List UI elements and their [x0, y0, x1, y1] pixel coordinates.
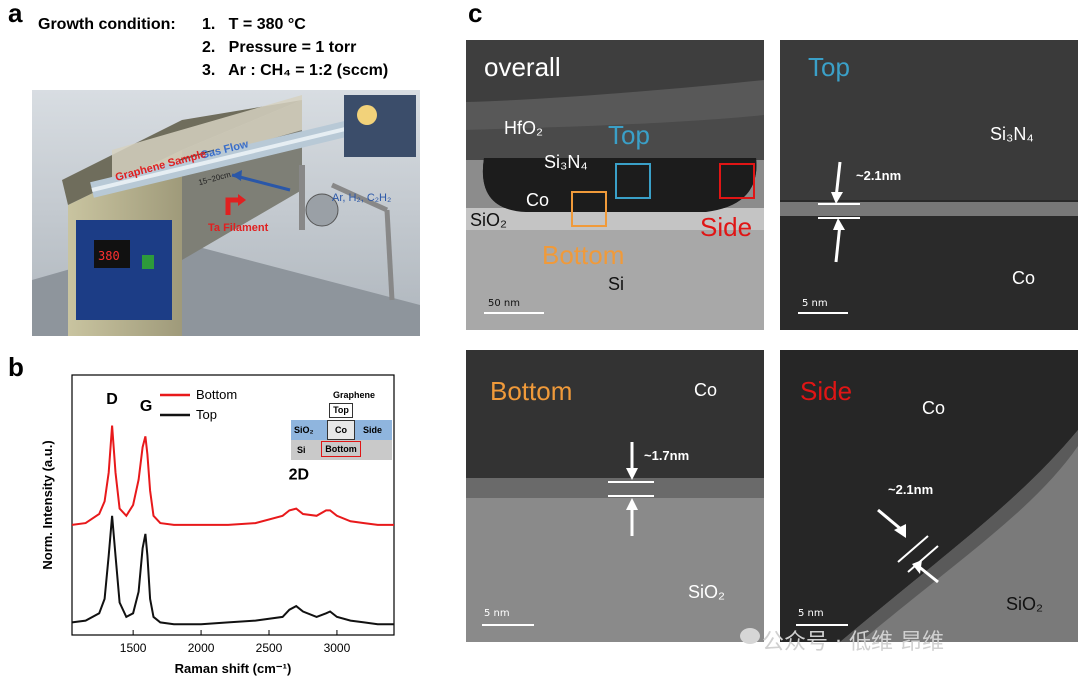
- tem-overall-bottom-label: Bottom: [542, 240, 625, 270]
- tem-overall-image: overall HfO₂ Top Si₃N₄ Co SiO₂ Side Bott…: [466, 40, 764, 330]
- tem-top-title: Top: [808, 52, 850, 82]
- tem-top-upper-label: Si₃N₄: [990, 124, 1034, 144]
- tem-top-thickness: ~2.1nm: [856, 168, 902, 183]
- tem-overall-scalebar: [484, 312, 544, 314]
- tem-overall-sio2: SiO₂: [470, 210, 507, 230]
- tem-overall-title: overall: [484, 52, 561, 82]
- inset-co-box: Co: [327, 420, 355, 440]
- inset-bottom-box: Bottom: [321, 441, 361, 457]
- growth-condition-title: Growth condition:: [38, 16, 176, 33]
- tem-overall-top-label: Top: [608, 120, 650, 150]
- tem-bottom-image: Bottom Co ~1.7nm SiO₂ 5 nm: [466, 350, 764, 642]
- inset-si-layer: [291, 440, 392, 460]
- tem-overall-si3n4: Si₃N₄: [544, 152, 588, 172]
- inset-si-label: Si: [297, 445, 306, 455]
- tem-overall-scale-text: 50 nm: [488, 298, 520, 309]
- tem-side-scale-text: 5 nm: [798, 608, 824, 619]
- tem-top-image: Top Si₃N₄ Co ~2.1nm 5 nm: [780, 40, 1078, 330]
- legend-label-bottom: Bottom: [196, 387, 237, 402]
- growth-condition-2: 2. Pressure = 1 torr: [202, 39, 357, 56]
- tem-bottom-thickness: ~1.7nm: [644, 448, 690, 463]
- tem-side-thickness: ~2.1nm: [888, 482, 934, 497]
- panel-a-label: a: [8, 0, 23, 28]
- x-axis-label: Raman shift (cm⁻¹): [175, 661, 292, 676]
- tem-bottom-scale-text: 5 nm: [484, 608, 510, 619]
- furnace-illustration: 380 Gas Flow Graphene Sample 15~20cm Ar,…: [32, 90, 420, 338]
- tem-overall-side-label: Side: [700, 212, 753, 242]
- tem-side-scalebar: [796, 624, 848, 626]
- gas-inlet-label: Ar, H₂, C₂H₂: [332, 192, 392, 204]
- tem-top-lower-label: Co: [1012, 268, 1036, 288]
- growth-condition-1: 1. T = 380 °C: [202, 16, 306, 33]
- inset-side-label: Side: [363, 425, 383, 435]
- watermark-text: 公众号 · 低维 昂维: [762, 630, 944, 655]
- series-line-bottom: [71, 425, 394, 526]
- tem-side-title: Side: [800, 376, 853, 406]
- tem-overall-hfo2: HfO₂: [504, 118, 543, 138]
- growth-condition-3: 3. Ar : CH₄ = 1:2 (sccm): [202, 62, 389, 79]
- peak-label-d: D: [106, 391, 118, 408]
- tem-top-scalebar: [798, 312, 848, 314]
- tem-side-lower-label: SiO₂: [1006, 594, 1043, 614]
- tem-bottom-title: Bottom: [490, 376, 573, 406]
- x-tick-label: 2000: [188, 641, 215, 655]
- tem-side-upper-label: Co: [922, 398, 946, 418]
- panel-c-label: c: [468, 0, 483, 28]
- tem-overall-co: Co: [526, 190, 550, 210]
- tem-top-scale-text: 5 nm: [802, 298, 828, 309]
- series-line-top: [71, 515, 394, 626]
- tem-bottom-scalebar: [482, 624, 534, 626]
- peak-label-g: G: [140, 398, 152, 415]
- tem-bottom-lower-label: SiO₂: [688, 582, 725, 602]
- wechat-icon: [740, 628, 760, 644]
- legend-label-top: Top: [196, 407, 217, 422]
- peak-label-2d: 2D: [289, 467, 309, 484]
- x-tick-label: 2500: [256, 641, 283, 655]
- furnace-display: 380: [98, 249, 120, 263]
- inset-top-box: Top: [329, 403, 353, 418]
- device-inset: Graphene Top SiO₂ Co Side Si Bottom: [291, 390, 392, 470]
- y-axis-label: Norm. Intensity (a.u.): [40, 440, 55, 569]
- inset-graphene-label: Graphene: [333, 390, 376, 400]
- x-tick-label: 1500: [120, 641, 147, 655]
- plot-frame: [71, 374, 395, 636]
- x-tick-label: 3000: [324, 641, 351, 655]
- ta-filament-label: Ta Filament: [208, 222, 269, 234]
- panel-b-label: b: [8, 352, 24, 382]
- inset-sio2-label: SiO₂: [294, 425, 314, 435]
- tem-bottom-upper-label: Co: [694, 380, 718, 400]
- tem-side-image: Side Co ~2.1nm SiO₂ 5 nm: [780, 350, 1078, 642]
- tem-overall-si: Si: [608, 274, 625, 294]
- raman-chart: 1500 2000 2500 3000 Raman shift (cm⁻¹) Norm. …: [40, 374, 395, 676]
